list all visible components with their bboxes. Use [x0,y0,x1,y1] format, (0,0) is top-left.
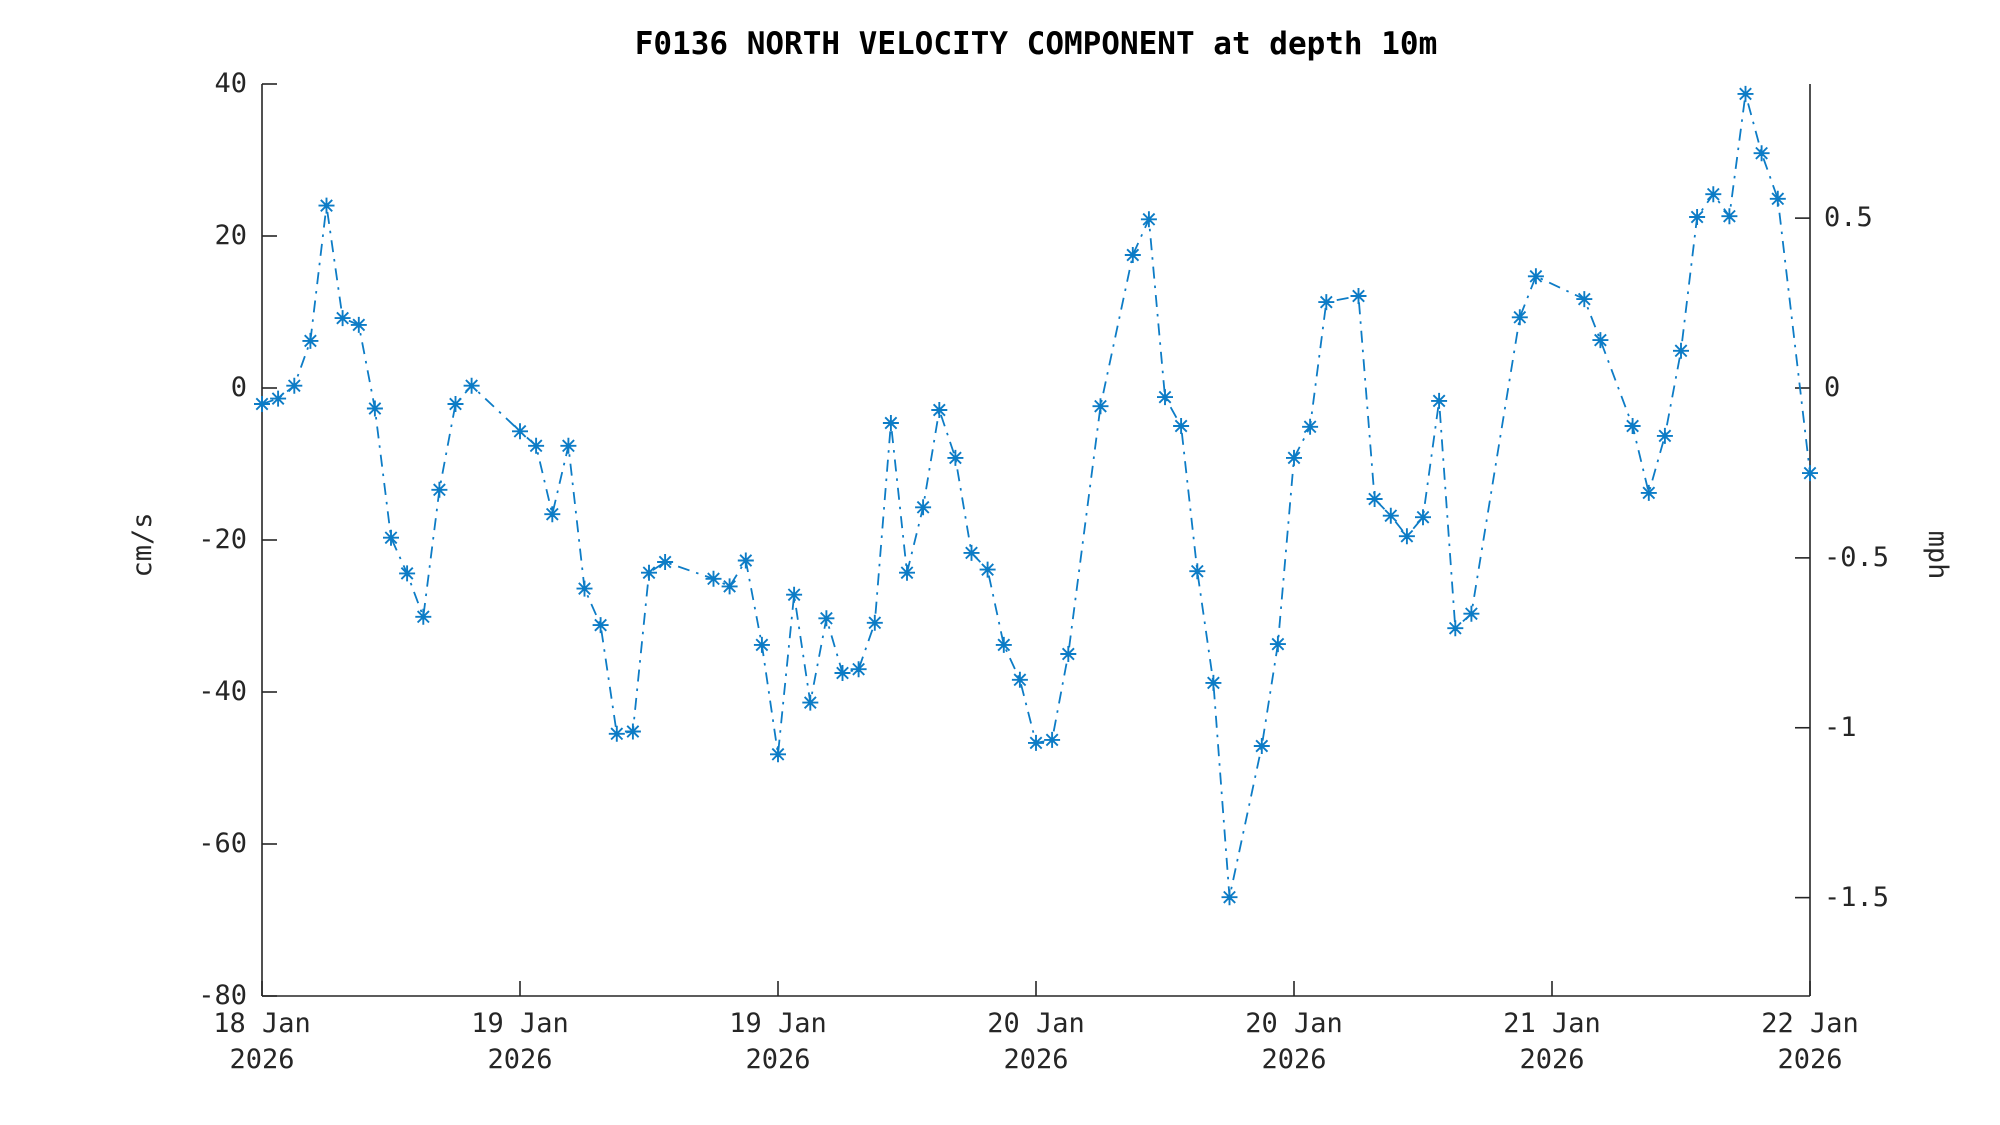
left-y-tick-label: 0 [230,372,247,403]
left-y-tick-label: 20 [214,220,247,251]
left-y-tick-label: -20 [198,524,247,555]
left-y-tick-label: 40 [214,68,247,99]
right-y-tick-label: 0.5 [1824,202,1873,234]
left-y-tick-label: -40 [198,676,247,707]
left-y-tick-label: -60 [198,828,247,859]
x-tick-label: 18 Jan 2026 [213,1008,311,1075]
right-y-tick-label: -0.5 [1824,541,1890,573]
x-tick-label: 22 Jan 2026 [1761,1008,1859,1075]
left-y-tick-label: -80 [198,980,247,1011]
right-y-tick-label: -1 [1824,711,1857,743]
x-tick-label: 19 Jan 2026 [729,1008,827,1075]
right-y-tick-label: -1.5 [1824,881,1890,913]
right-y-tick-label: 0 [1824,372,1841,403]
x-tick-label: 19 Jan 2026 [471,1008,569,1075]
x-tick-label: 20 Jan 2026 [1245,1008,1343,1075]
x-tick-label: 21 Jan 2026 [1503,1008,1601,1075]
chart-title: F0136 NORTH VELOCITY COMPONENT at depth … [634,26,1438,62]
data-point-markers [254,85,1818,906]
x-tick-label: 20 Jan 2026 [987,1008,1085,1075]
